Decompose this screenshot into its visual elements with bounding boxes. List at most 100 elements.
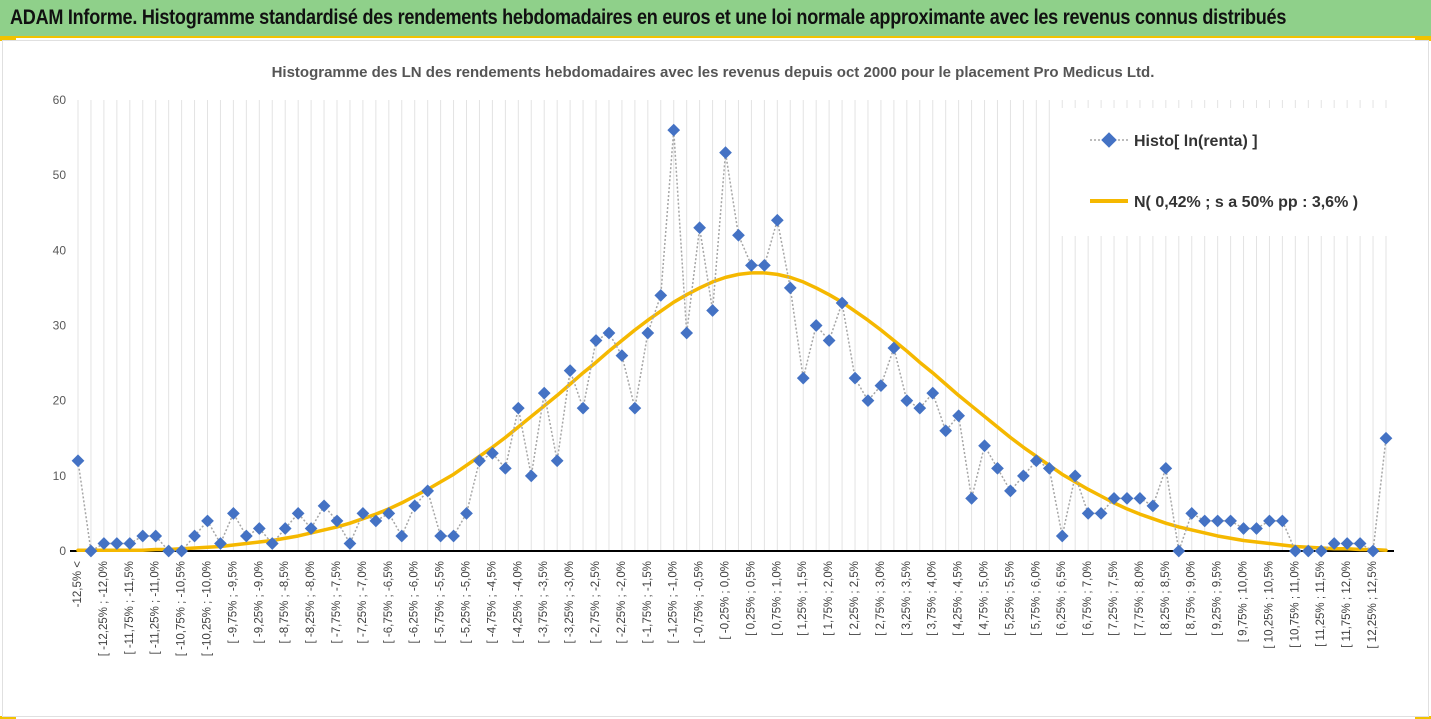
histogram-point xyxy=(991,461,1004,475)
histogram-point xyxy=(84,544,98,558)
x-tick-label: [ -10,25% ; -10,0% xyxy=(202,561,214,656)
histogram-point xyxy=(641,326,655,340)
histogram-point xyxy=(434,529,447,543)
x-tick-label: [ -8,25% ; -8,0% xyxy=(305,561,317,643)
x-tick-label: [ 8,75% ; 9,0% xyxy=(1186,561,1198,636)
frame-corner-top-left xyxy=(0,38,16,41)
histogram-point xyxy=(537,386,551,400)
histogram-point xyxy=(447,529,460,543)
histogram-point xyxy=(460,507,473,520)
histogram-point xyxy=(628,401,642,415)
histogram-point xyxy=(550,454,564,468)
legend-histo-label: Histo[ ln(renta) ] xyxy=(1134,133,1258,150)
x-tick-label: [ -5,75% ; -5,5% xyxy=(435,561,447,643)
histogram-point xyxy=(770,213,784,227)
histogram-point xyxy=(1081,507,1095,520)
histogram-point xyxy=(408,499,422,513)
x-tick-label: [ 3,75% ; 4,0% xyxy=(927,561,939,636)
legend-histo-marker xyxy=(1101,132,1117,148)
frame-corner-top-right xyxy=(1415,38,1431,41)
x-tick-label: [ -0,75% ; -0,5% xyxy=(694,561,706,643)
x-tick-label: [ -6,25% ; -6,0% xyxy=(409,561,421,643)
histogram-point xyxy=(317,499,331,513)
x-tick-label: [ -0,25% ; 0,0% xyxy=(720,561,732,640)
chart-legend: Histo[ ln(renta) ] N( 0,42% ; s a 50% pp… xyxy=(1058,108,1388,236)
x-tick-label: [ 10,75% ; 11,0% xyxy=(1289,561,1301,648)
x-tick-label: [ 12,25% ; 12,5% xyxy=(1367,561,1379,649)
y-tick-label: 0 xyxy=(59,544,66,558)
histogram-point xyxy=(706,304,719,317)
report-banner: ADAM Informe. Histogramme standardisé de… xyxy=(0,0,1431,38)
histogram-point xyxy=(1172,544,1186,558)
x-tick-label: [ -7,75% ; -7,5% xyxy=(331,561,343,643)
x-tick-label: [ 7,25% ; 7,5% xyxy=(1108,561,1120,636)
x-tick-label: [ 0,25% ; 0,5% xyxy=(745,561,757,636)
x-tick-label: [ 0,75% ; 1,0% xyxy=(771,561,783,636)
histogram-point xyxy=(900,394,914,408)
histogram-point xyxy=(175,544,188,558)
y-tick-label: 40 xyxy=(53,243,67,257)
histogram-point xyxy=(1133,492,1147,505)
histogram-point xyxy=(97,537,111,550)
x-tick-label: [ 11,75% ; 12,0% xyxy=(1341,561,1353,648)
report-title: ADAM Informe. Histogramme standardisé de… xyxy=(10,6,1287,29)
histogram-point xyxy=(1159,461,1173,475)
histogram-point xyxy=(1017,469,1030,483)
x-tick-label: [ 1,25% ; 1,5% xyxy=(797,561,809,636)
x-tick-label: [ -2,25% ; -2,0% xyxy=(616,561,628,643)
histogram-point xyxy=(719,146,732,159)
x-tick-label: [ -9,25% ; -9,0% xyxy=(253,561,265,643)
y-axis: 0 10 20 30 40 50 60 xyxy=(53,93,67,558)
histogram-point xyxy=(71,454,85,468)
histogram-point xyxy=(227,507,240,520)
histogram-point xyxy=(1250,522,1263,535)
x-tick-label: [ -3,25% ; -3,0% xyxy=(564,561,576,643)
histogram-point xyxy=(796,371,810,385)
x-tick-label: [ 8,25% ; 8,5% xyxy=(1160,561,1172,636)
histogram-point xyxy=(201,514,214,528)
histogram-point xyxy=(783,281,797,295)
x-tick-label: [ -4,75% ; -4,5% xyxy=(486,561,498,643)
histogram-point xyxy=(978,439,991,453)
histogram-point xyxy=(1198,514,1212,528)
histogram-point xyxy=(123,537,137,550)
x-tick-label: [ 6,75% ; 7,0% xyxy=(1082,561,1094,636)
x-tick-label: [ 1,75% ; 2,0% xyxy=(823,561,835,636)
histogram-point xyxy=(1146,499,1160,513)
histogram-point xyxy=(602,326,616,340)
histogram-point xyxy=(473,454,486,468)
x-tick-label: [ 6,25% ; 6,5% xyxy=(1056,561,1068,636)
x-tick-label: [ -3,75% ; -3,5% xyxy=(538,561,550,643)
y-tick-label: 60 xyxy=(53,93,67,107)
histogram-point xyxy=(291,507,305,520)
histogram-point xyxy=(654,289,668,302)
chart-frame xyxy=(2,40,1429,717)
histogram-point xyxy=(1237,522,1250,535)
histogram-point xyxy=(1120,492,1134,505)
histogram-point xyxy=(809,319,823,332)
x-tick-label: [ -2,75% ; -2,5% xyxy=(590,561,602,643)
normal-distribution-curve xyxy=(76,271,1388,552)
x-tick-label: [ 11,25% ; 11,5% xyxy=(1315,561,1327,647)
histogram-point xyxy=(149,529,163,543)
histogram-point xyxy=(848,371,862,385)
y-tick-label: 30 xyxy=(53,319,67,333)
histogram-point xyxy=(343,537,357,550)
x-tick-label: [ 3,25% ; 3,5% xyxy=(901,561,913,636)
x-tick-label: [ 2,25% ; 2,5% xyxy=(849,561,861,636)
x-tick-label: [ -9,75% ; -9,5% xyxy=(227,561,239,643)
histogram-point xyxy=(563,364,577,377)
histogram-point xyxy=(1029,454,1043,468)
histogram-point xyxy=(758,259,771,272)
histogram-point xyxy=(1004,484,1017,498)
histogram-point xyxy=(822,334,836,347)
histogram-point xyxy=(667,123,681,137)
histogram-point xyxy=(1211,514,1225,528)
legend-box xyxy=(1058,108,1388,236)
histogram-point xyxy=(1224,514,1237,528)
x-tick-label: [ 2,75% ; 3,0% xyxy=(875,561,887,636)
histogram-point xyxy=(421,484,435,498)
histogram-point xyxy=(745,259,758,272)
histogram-point xyxy=(589,334,603,347)
